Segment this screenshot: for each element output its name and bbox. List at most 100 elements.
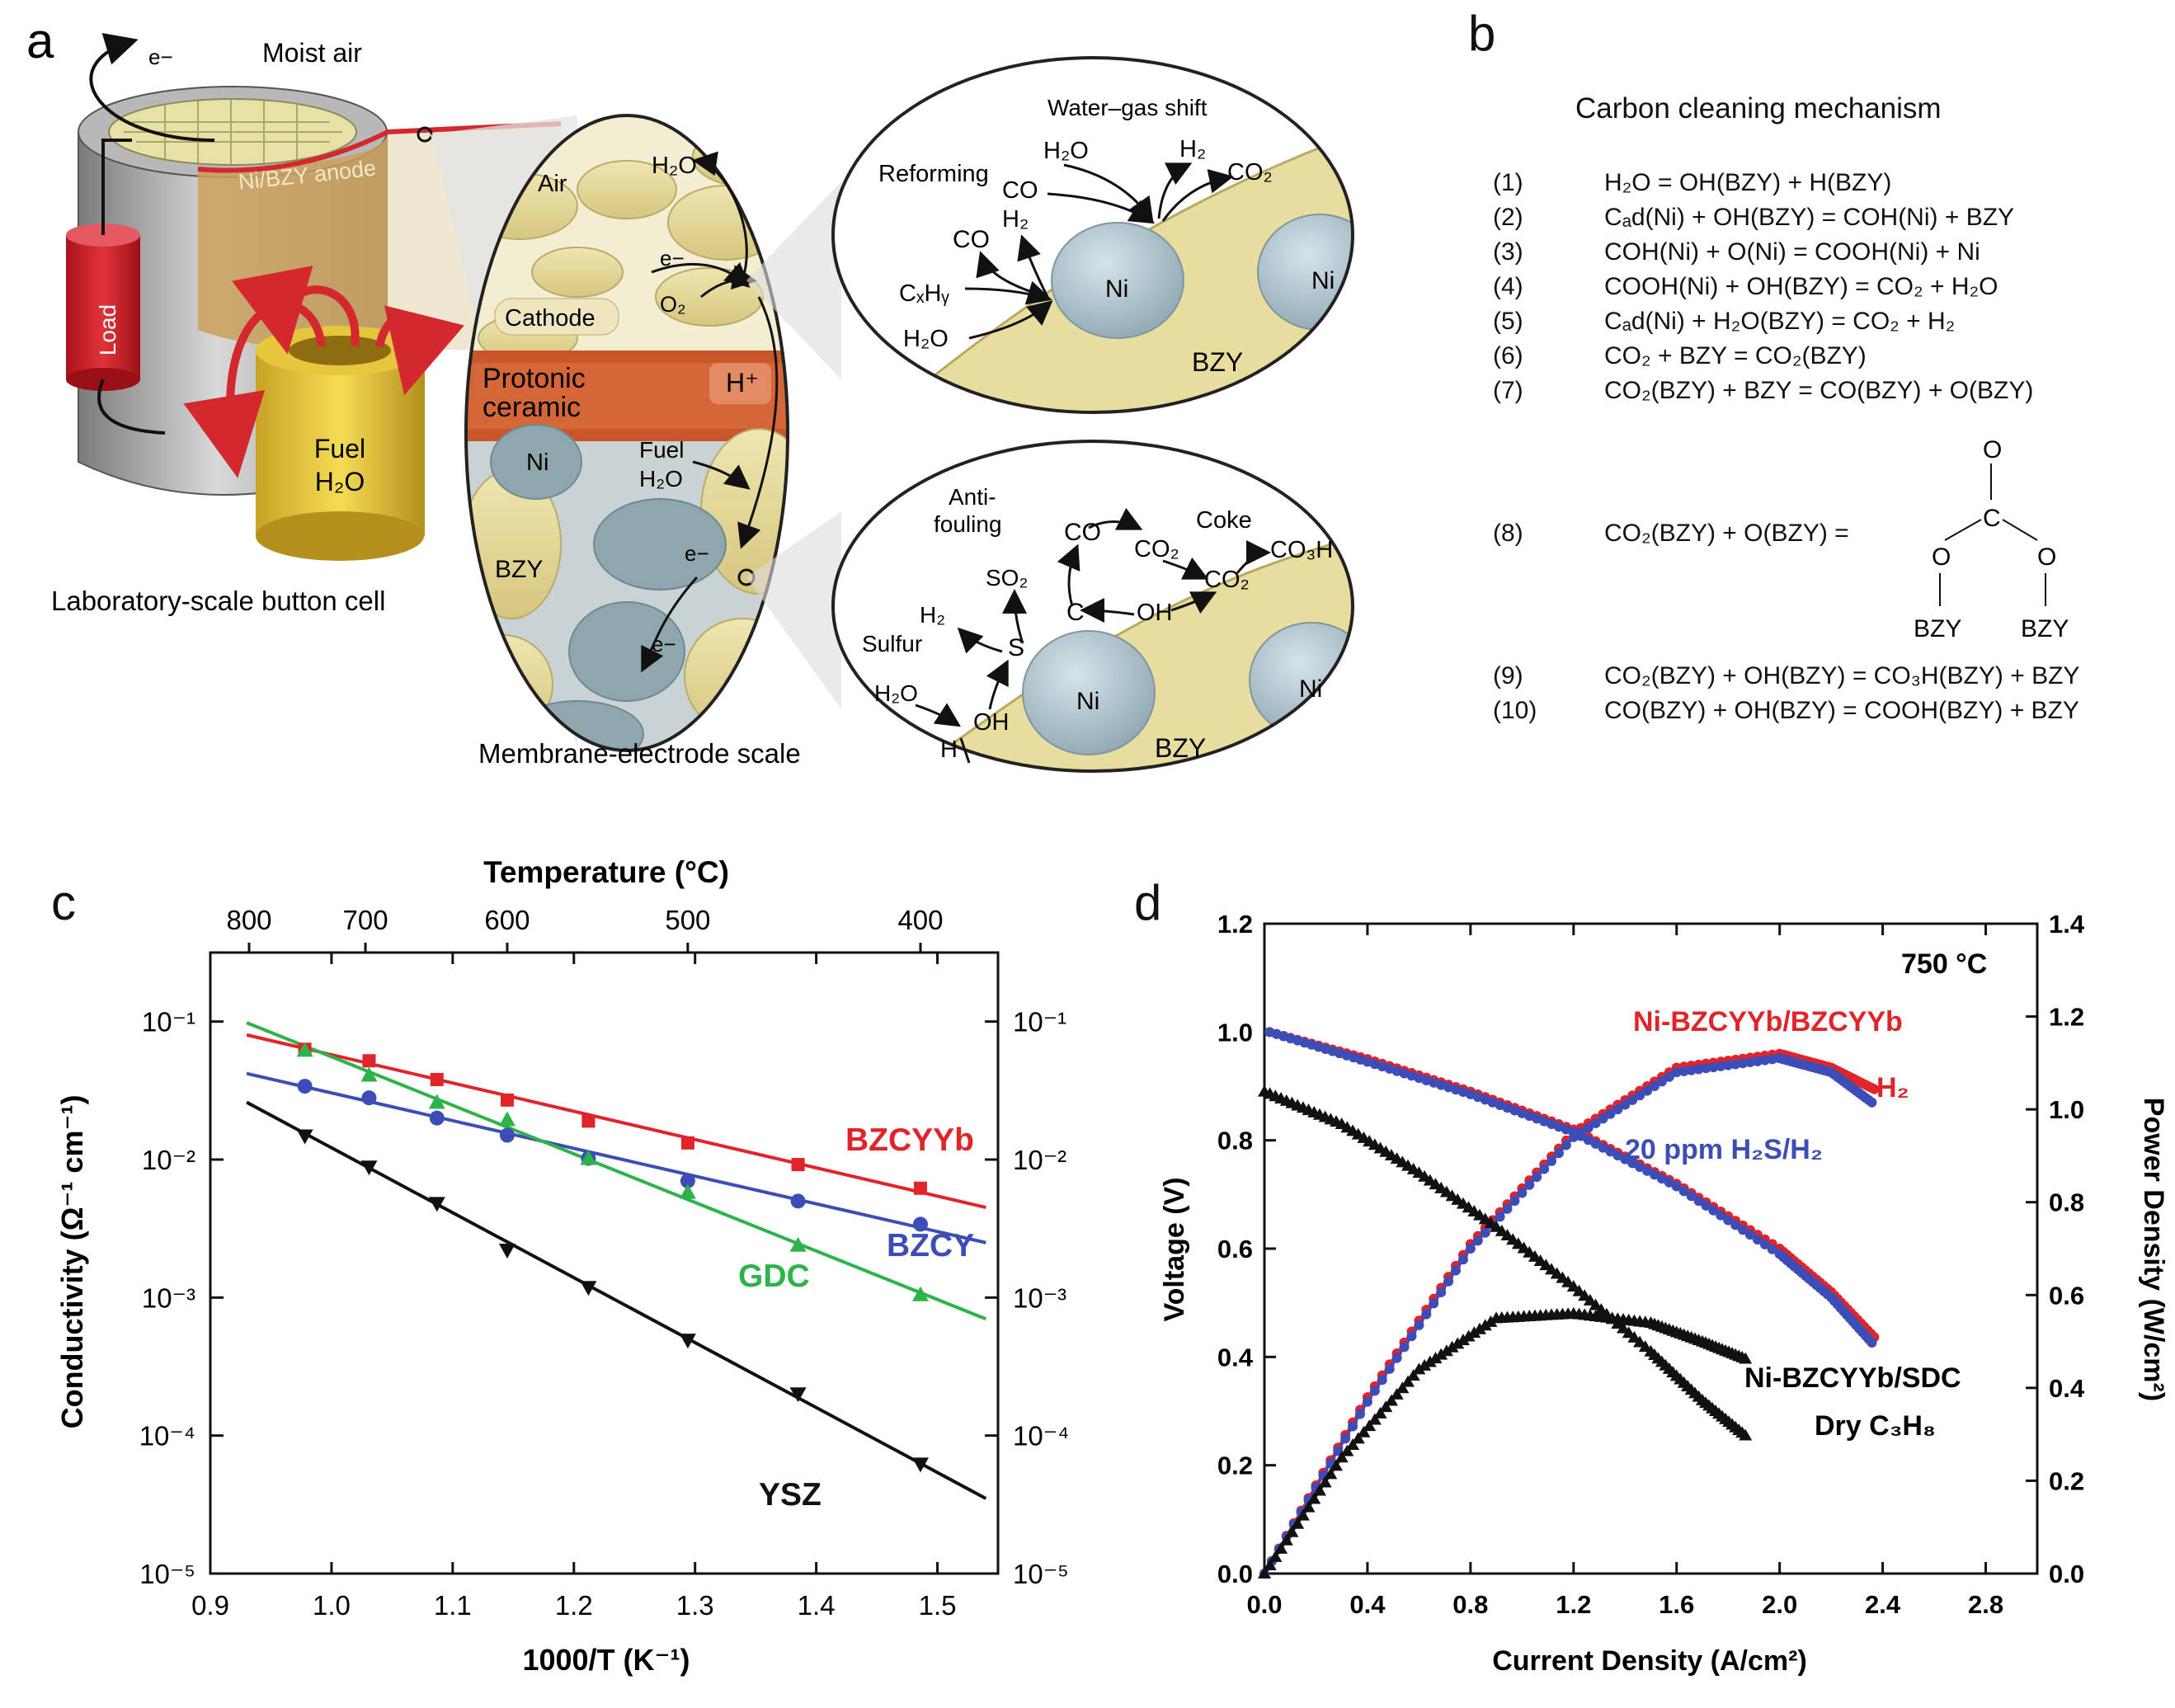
c-y-tick-label: 10⁻⁴ — [139, 1421, 195, 1452]
d-x-tick-label: 1.2 — [1556, 1590, 1591, 1619]
c-point-ysz — [911, 1457, 929, 1473]
sulfur-label: Sulfur — [862, 631, 922, 656]
d-series-3-marker — [1701, 1063, 1711, 1074]
d-series-3-marker — [1451, 1265, 1462, 1276]
eq-6-text: CO₂ + BZY = CO₂(BZY) — [1604, 342, 1867, 369]
d-series-2-marker — [1752, 1234, 1763, 1245]
c-fit-line-bzcyyb — [246, 1033, 986, 1209]
d-y-tick-label: 0.6 — [1217, 1235, 1253, 1263]
d-series-3-marker — [1649, 1081, 1659, 1091]
d-series-3-marker — [1744, 1057, 1755, 1068]
d-series-3-marker — [1716, 1061, 1726, 1071]
c-label-bzcyyb: BZCYYb — [845, 1122, 974, 1158]
oh-bot-1-label: OH — [1137, 600, 1173, 626]
d-series-3-marker — [1465, 1244, 1476, 1254]
d-series-3-marker — [1553, 1148, 1564, 1159]
d-series-2-marker — [1656, 1174, 1667, 1184]
h2o-bot-label: H₂O — [874, 680, 918, 706]
d-h2s-label: 20 ppm H₂S/H₂ — [1625, 1134, 1823, 1165]
cxhy-label: CₓHᵧ — [899, 280, 949, 307]
d-series-5-marker — [1439, 1344, 1453, 1357]
c-point-ysz — [428, 1197, 445, 1212]
wgs-label: Water–gas shift — [1047, 95, 1208, 120]
mechanism-title: Carbon cleaning mechanism — [1575, 92, 1942, 125]
d-series-3-marker — [1678, 1066, 1689, 1076]
d-series-3-marker — [1457, 1254, 1468, 1265]
panel-b: b Carbon cleaning mechanism (1) H₂O = OH… — [1452, 0, 2175, 792]
fuel-mid-label: Fuel — [639, 437, 684, 463]
d-series-5-marker — [1269, 1550, 1283, 1562]
d-x-tick-label: 0.8 — [1452, 1590, 1488, 1619]
ceramic-label: ceramic — [483, 392, 581, 423]
d-series-3-marker — [1656, 1076, 1667, 1087]
hplus-box — [709, 363, 771, 404]
d-series-5-marker — [1296, 1508, 1310, 1521]
zoom-connector-top — [746, 181, 841, 379]
co2-wgs-label: CO₂ — [1227, 159, 1273, 186]
d-series-2-marker — [1738, 1225, 1749, 1235]
d-series-2-marker — [1671, 1181, 1682, 1192]
electron-path-arrow — [89, 33, 215, 142]
c-top-tick-label: 700 — [343, 905, 388, 935]
c-point-gdc — [911, 1286, 929, 1301]
co-bot-label: CO — [1064, 519, 1101, 546]
d-series-3-marker — [1509, 1196, 1520, 1207]
carbonate-bzy-left: BZY — [1914, 615, 1961, 642]
d-series-2-marker — [1678, 1186, 1689, 1197]
co3h-label: CO₃H — [1270, 537, 1333, 563]
eq-4-num: (4) — [1493, 273, 1523, 300]
d-series-5-marker — [1291, 1517, 1305, 1529]
c-point-bzcy — [429, 1110, 445, 1126]
c-x-tick-label: 0.9 — [191, 1590, 229, 1621]
c-top-tick-label: 500 — [665, 905, 710, 935]
eq-1-text: H₂O = OH(BZY) + H(BZY) — [1604, 169, 1892, 196]
d-series-3-marker — [1532, 1172, 1542, 1183]
d-series-2-marker — [1693, 1196, 1704, 1207]
d-series-3-marker — [1495, 1212, 1505, 1222]
c-fit-line-ysz — [246, 1100, 987, 1500]
d-series-5-marker — [1429, 1352, 1443, 1364]
d-y-axis-title: Voltage (V) — [1159, 1177, 1190, 1321]
d-series-3-marker — [1752, 1056, 1763, 1066]
d-series-3-marker — [1421, 1309, 1432, 1320]
d-series-5-marker — [1279, 1533, 1293, 1546]
c-fit-line-bzcy — [246, 1071, 986, 1245]
panel-c: c 800 700 600 500 400 0.9 1.0 1.1 1.2 1.3 1.4 1.5 … — [0, 833, 1072, 1704]
h2o-wgs-label: H₂O — [1043, 138, 1089, 164]
c-y2-tick-label: 10⁻¹ — [1013, 1007, 1066, 1038]
d-series-2-marker — [1867, 1337, 1877, 1348]
wire-bottom-icon — [97, 379, 166, 435]
d-y2-tick-label: 0.0 — [2049, 1560, 2084, 1588]
panel-a-letter: a — [26, 13, 54, 68]
d-series-3-marker — [1635, 1090, 1645, 1101]
c-point-bzcy — [790, 1193, 806, 1209]
d-series-3-marker — [1384, 1363, 1395, 1374]
d-series-3-marker — [1436, 1287, 1447, 1298]
c-x-tick-label: 1.1 — [434, 1590, 472, 1621]
d-series-5-marker — [1324, 1467, 1338, 1480]
d-sdc-label: Ni-BZCYYb/SDC — [1744, 1362, 1961, 1394]
eq-2-text: Cₐd(Ni) + OH(BZY) = COH(Ni) + BZY — [1604, 204, 2015, 231]
d-series-3-marker — [1355, 1409, 1366, 1419]
c-x-axis-title: 1000/T (K⁻¹) — [522, 1643, 690, 1677]
c-x-tick-label: 1.4 — [798, 1590, 836, 1621]
moist-air-label: Moist air — [262, 38, 362, 68]
c-point-gdc — [296, 1042, 313, 1057]
eq-5-text: Cₐd(Ni) + H₂O(BZY) = CO₂ + H₂ — [1604, 308, 1956, 335]
d-series-3-marker — [1664, 1071, 1674, 1082]
d-y2-axis-title: Power Density (W/cm²) — [2138, 1098, 2169, 1401]
d-series-3-marker — [1539, 1164, 1550, 1174]
d-series-2-marker — [1686, 1191, 1697, 1202]
eq-8-text: CO₂(BZY) + O(BZY) = — [1604, 520, 1849, 547]
c-top-tick-label: 600 — [484, 905, 530, 935]
c-point-bzcy — [680, 1173, 695, 1188]
c-label-gdc: GDC — [738, 1259, 810, 1294]
d-series-5-marker — [1434, 1348, 1448, 1360]
fuel-cell-performance-chart: 0.0 0.4 0.8 1.2 1.6 2.0 2.4 2.8 0.0 0.2 0.4 0.6 0.8… — [1159, 910, 2169, 1677]
cathode-box — [494, 298, 619, 336]
d-nibzcyyb-label: Ni-BZCYYb/BZCYYb — [1633, 1006, 1903, 1038]
eq-10-num: (10) — [1493, 697, 1537, 724]
ni-mid-label: Ni — [526, 449, 548, 476]
d-x-tick-label: 0.0 — [1246, 1590, 1282, 1619]
c-point-bzcyyb — [581, 1114, 596, 1128]
